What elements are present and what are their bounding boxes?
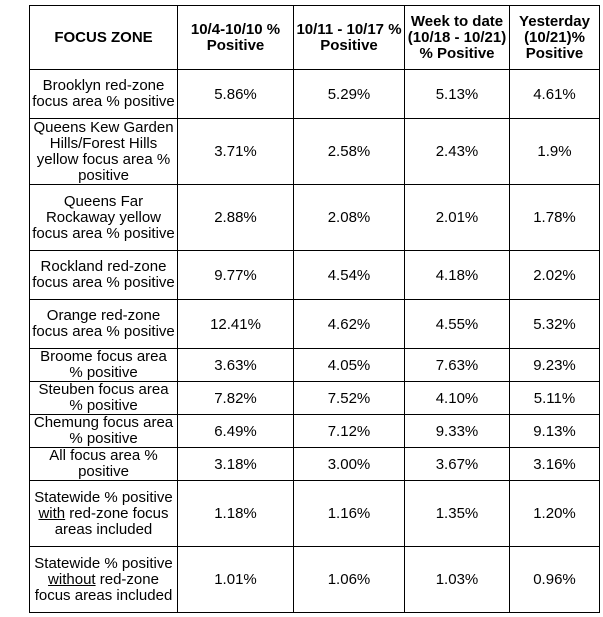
value-cell: 2.88% bbox=[178, 185, 294, 251]
table-row: Statewide % positive with red-zone focus… bbox=[30, 481, 600, 547]
value-cell: 5.11% bbox=[510, 382, 600, 415]
value-cell: 1.78% bbox=[510, 185, 600, 251]
value-cell: 1.01% bbox=[178, 547, 294, 613]
value-cell: 7.63% bbox=[405, 349, 510, 382]
value-cell: 1.20% bbox=[510, 481, 600, 547]
zone-name: Orange red-zone focus area % positive bbox=[30, 300, 178, 349]
zone-name: Statewide % positive without red-zone fo… bbox=[30, 547, 178, 613]
value-cell: 3.18% bbox=[178, 448, 294, 481]
header-focus-zone: FOCUS ZONE bbox=[30, 6, 178, 70]
value-cell: 2.08% bbox=[294, 185, 405, 251]
table-row: Orange red-zone focus area % positive 12… bbox=[30, 300, 600, 349]
value-cell: 1.18% bbox=[178, 481, 294, 547]
value-cell: 1.06% bbox=[294, 547, 405, 613]
zone-name: Steuben focus area % positive bbox=[30, 382, 178, 415]
value-cell: 3.00% bbox=[294, 448, 405, 481]
value-cell: 6.49% bbox=[178, 415, 294, 448]
zone-name: Broome focus area % positive bbox=[30, 349, 178, 382]
value-cell: 0.96% bbox=[510, 547, 600, 613]
value-cell: 7.82% bbox=[178, 382, 294, 415]
value-cell: 1.16% bbox=[294, 481, 405, 547]
value-cell: 9.23% bbox=[510, 349, 600, 382]
value-cell: 3.63% bbox=[178, 349, 294, 382]
focus-zone-table: FOCUS ZONE 10/4-10/10 % Positive 10/11 -… bbox=[29, 5, 600, 613]
zone-name: Brooklyn red-zone focus area % positive bbox=[30, 70, 178, 119]
value-cell: 5.86% bbox=[178, 70, 294, 119]
value-cell: 3.16% bbox=[510, 448, 600, 481]
header-10-11-10-17: 10/11 - 10/17 % Positive bbox=[294, 6, 405, 70]
zone-name: Chemung focus area % positive bbox=[30, 415, 178, 448]
value-cell: 9.77% bbox=[178, 251, 294, 300]
value-cell: 5.13% bbox=[405, 70, 510, 119]
table-row: Broome focus area % positive 3.63% 4.05%… bbox=[30, 349, 600, 382]
value-cell: 1.9% bbox=[510, 119, 600, 185]
value-cell: 4.05% bbox=[294, 349, 405, 382]
zone-text: Statewide % positive bbox=[34, 555, 172, 572]
header-10-4-10-10: 10/4-10/10 % Positive bbox=[178, 6, 294, 70]
zone-emphasis: with bbox=[38, 505, 65, 522]
value-cell: 1.35% bbox=[405, 481, 510, 547]
value-cell: 9.13% bbox=[510, 415, 600, 448]
table-row: Steuben focus area % positive 7.82% 7.52… bbox=[30, 382, 600, 415]
value-cell: 12.41% bbox=[178, 300, 294, 349]
value-cell: 4.55% bbox=[405, 300, 510, 349]
value-cell: 4.62% bbox=[294, 300, 405, 349]
zone-text: Statewide % positive bbox=[34, 489, 172, 506]
zone-name: Queens Far Rockaway yellow focus area % … bbox=[30, 185, 178, 251]
value-cell: 4.18% bbox=[405, 251, 510, 300]
value-cell: 2.02% bbox=[510, 251, 600, 300]
table-row: Queens Far Rockaway yellow focus area % … bbox=[30, 185, 600, 251]
table-row: All focus area % positive 3.18% 3.00% 3.… bbox=[30, 448, 600, 481]
value-cell: 4.61% bbox=[510, 70, 600, 119]
value-cell: 7.12% bbox=[294, 415, 405, 448]
header-row: FOCUS ZONE 10/4-10/10 % Positive 10/11 -… bbox=[30, 6, 600, 70]
zone-emphasis: without bbox=[48, 571, 96, 588]
table-row: Queens Kew Garden Hills/Forest Hills yel… bbox=[30, 119, 600, 185]
value-cell: 3.71% bbox=[178, 119, 294, 185]
value-cell: 2.01% bbox=[405, 185, 510, 251]
header-yesterday: Yesterday (10/21)% Positive bbox=[510, 6, 600, 70]
value-cell: 3.67% bbox=[405, 448, 510, 481]
value-cell: 5.32% bbox=[510, 300, 600, 349]
table-row: Rockland red-zone focus area % positive … bbox=[30, 251, 600, 300]
table-row: Brooklyn red-zone focus area % positive … bbox=[30, 70, 600, 119]
value-cell: 2.58% bbox=[294, 119, 405, 185]
value-cell: 4.54% bbox=[294, 251, 405, 300]
value-cell: 9.33% bbox=[405, 415, 510, 448]
zone-name: Queens Kew Garden Hills/Forest Hills yel… bbox=[30, 119, 178, 185]
zone-text: red-zone focus areas included bbox=[55, 505, 169, 538]
value-cell: 7.52% bbox=[294, 382, 405, 415]
zone-name: All focus area % positive bbox=[30, 448, 178, 481]
table-row: Statewide % positive without red-zone fo… bbox=[30, 547, 600, 613]
zone-name: Statewide % positive with red-zone focus… bbox=[30, 481, 178, 547]
value-cell: 1.03% bbox=[405, 547, 510, 613]
header-week-to-date: Week to date (10/18 - 10/21) % Positive bbox=[405, 6, 510, 70]
value-cell: 5.29% bbox=[294, 70, 405, 119]
table-row: Chemung focus area % positive 6.49% 7.12… bbox=[30, 415, 600, 448]
zone-name: Rockland red-zone focus area % positive bbox=[30, 251, 178, 300]
value-cell: 4.10% bbox=[405, 382, 510, 415]
value-cell: 2.43% bbox=[405, 119, 510, 185]
